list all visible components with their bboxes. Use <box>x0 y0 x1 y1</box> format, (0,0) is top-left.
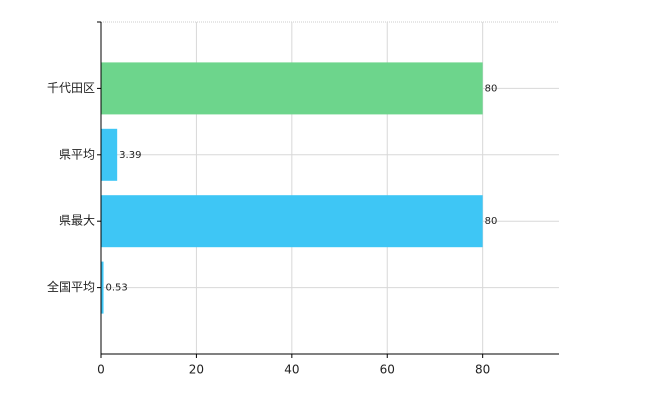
x-tick-label: 20 <box>189 363 204 377</box>
value-label: 80 <box>485 83 498 94</box>
x-tick-label: 40 <box>284 363 299 377</box>
y-tick-label: 千代田区 <box>47 81 95 95</box>
x-tick-label: 80 <box>475 363 490 377</box>
x-tick-label: 60 <box>380 363 395 377</box>
y-tick-label: 全国平均 <box>47 279 95 294</box>
bar <box>101 62 483 115</box>
bar <box>101 261 104 314</box>
bar <box>101 128 118 181</box>
value-label: 80 <box>485 216 498 227</box>
x-tick-label: 0 <box>97 363 105 377</box>
y-tick-label: 県平均 <box>59 147 95 161</box>
bar <box>101 195 483 248</box>
y-tick-label: 県最大 <box>59 214 95 228</box>
value-label: 3.39 <box>119 150 141 161</box>
value-label: 0.53 <box>106 283 128 294</box>
